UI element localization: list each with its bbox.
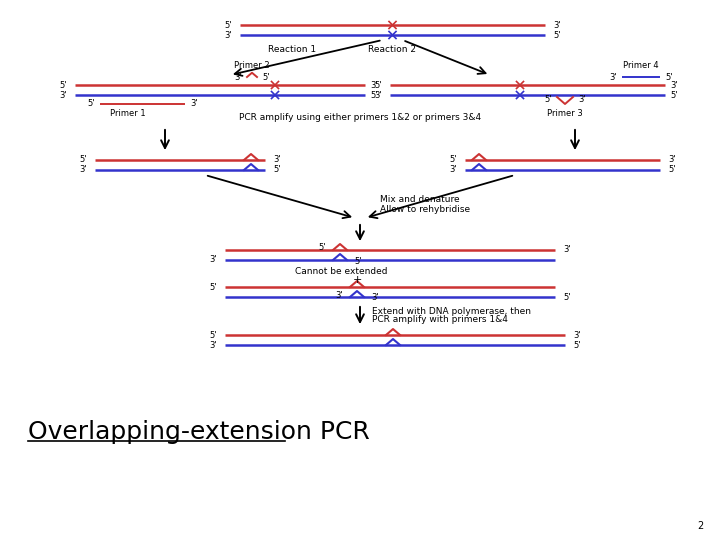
Text: 5': 5' bbox=[449, 156, 457, 165]
Text: 3': 3' bbox=[370, 80, 377, 90]
Text: 5': 5' bbox=[563, 293, 570, 301]
Text: Primer 4: Primer 4 bbox=[624, 60, 659, 70]
Text: 2: 2 bbox=[697, 521, 703, 531]
Text: PCR amplify using either primers 1&2 or primers 3&4: PCR amplify using either primers 1&2 or … bbox=[239, 113, 481, 123]
Text: 3': 3' bbox=[374, 91, 382, 99]
Text: Primer 1: Primer 1 bbox=[110, 109, 145, 118]
Text: 5': 5' bbox=[670, 91, 678, 99]
Text: 5': 5' bbox=[318, 244, 326, 253]
Text: +: + bbox=[352, 275, 361, 285]
Text: 3': 3' bbox=[210, 255, 217, 265]
Text: 5': 5' bbox=[354, 256, 361, 266]
Text: 5': 5' bbox=[573, 341, 580, 349]
Text: Allow to rehybridise: Allow to rehybridise bbox=[380, 206, 470, 214]
Text: 3': 3' bbox=[449, 165, 457, 174]
Text: Primer 3: Primer 3 bbox=[547, 109, 583, 118]
Text: 3': 3' bbox=[235, 72, 242, 82]
Text: Extend with DNA polymerase, then: Extend with DNA polymerase, then bbox=[372, 307, 531, 315]
Text: 5': 5' bbox=[273, 165, 281, 174]
Text: 5': 5' bbox=[88, 99, 95, 109]
Text: 5': 5' bbox=[210, 282, 217, 292]
Text: 5': 5' bbox=[79, 156, 87, 165]
Text: Cannot be extended: Cannot be extended bbox=[295, 267, 387, 276]
Text: Overlapping-extension PCR: Overlapping-extension PCR bbox=[28, 420, 370, 444]
Text: 5': 5' bbox=[210, 330, 217, 340]
Text: 3': 3' bbox=[573, 330, 580, 340]
Text: 3': 3' bbox=[225, 30, 232, 39]
Text: 3': 3' bbox=[553, 21, 561, 30]
Text: Mix and denature: Mix and denature bbox=[380, 195, 459, 205]
Text: 5': 5' bbox=[374, 80, 382, 90]
Text: Reaction 1: Reaction 1 bbox=[268, 45, 316, 55]
Text: Reaction 2: Reaction 2 bbox=[368, 45, 416, 55]
Text: 3': 3' bbox=[578, 96, 585, 105]
Text: Primer 2: Primer 2 bbox=[234, 60, 270, 70]
Text: 5': 5' bbox=[665, 72, 672, 82]
Text: 3': 3' bbox=[59, 91, 67, 99]
Text: 3': 3' bbox=[670, 80, 678, 90]
Text: 3': 3' bbox=[668, 156, 675, 165]
Text: 5': 5' bbox=[553, 30, 560, 39]
Text: 3': 3' bbox=[563, 246, 571, 254]
Text: 3': 3' bbox=[210, 341, 217, 349]
Text: 5': 5' bbox=[262, 72, 269, 82]
Text: 3': 3' bbox=[371, 294, 379, 302]
Text: 5': 5' bbox=[668, 165, 675, 174]
Text: 3': 3' bbox=[273, 156, 281, 165]
Text: 3': 3' bbox=[79, 165, 87, 174]
Text: 5': 5' bbox=[225, 21, 232, 30]
Text: 3': 3' bbox=[336, 292, 343, 300]
Text: PCR amplify with primers 1&4: PCR amplify with primers 1&4 bbox=[372, 315, 508, 325]
Text: 3': 3' bbox=[190, 99, 197, 109]
Text: 5': 5' bbox=[60, 80, 67, 90]
Text: 5': 5' bbox=[370, 91, 377, 99]
Text: 5': 5' bbox=[544, 96, 552, 105]
Text: 3': 3' bbox=[609, 72, 617, 82]
